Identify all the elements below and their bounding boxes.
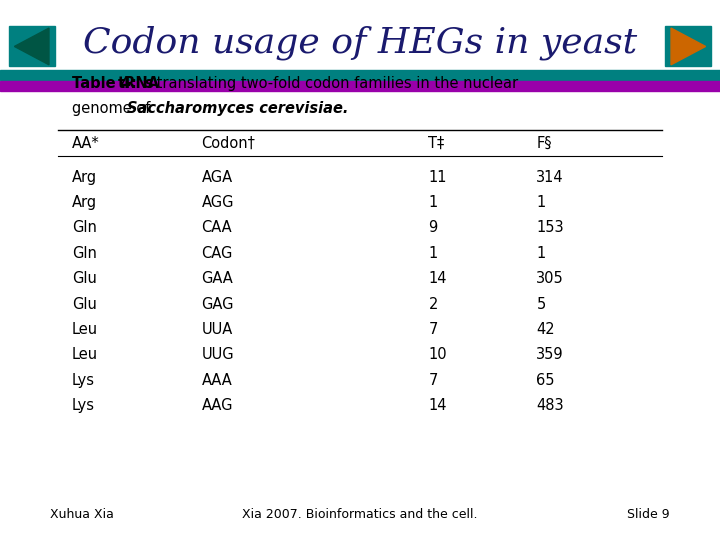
Text: Gln: Gln [72,246,97,261]
Text: Codon usage of HEGs in yeast: Codon usage of HEGs in yeast [83,26,637,60]
Text: Arg: Arg [72,170,97,185]
Text: Slide 9: Slide 9 [627,508,670,521]
Text: Xuhua Xia: Xuhua Xia [50,508,114,521]
Text: Glu: Glu [72,271,97,286]
Text: 153: 153 [536,220,564,235]
Text: AAA: AAA [202,373,233,388]
Text: 1: 1 [536,195,546,210]
Text: translating two-fold codon families in the nuclear: translating two-fold codon families in t… [152,76,518,91]
Text: 14: 14 [428,398,447,413]
Text: tRNA: tRNA [117,76,160,91]
Text: 483: 483 [536,398,564,413]
Text: Leu: Leu [72,347,98,362]
Text: T‡: T‡ [428,136,445,151]
Text: 7: 7 [428,373,438,388]
Text: Leu: Leu [72,322,98,337]
Text: 14: 14 [428,271,447,286]
Text: Gln: Gln [72,220,97,235]
Text: 2: 2 [428,296,438,312]
Text: 11: 11 [428,170,447,185]
Text: 1: 1 [536,246,546,261]
Text: Glu: Glu [72,296,97,312]
Text: CAG: CAG [202,246,233,261]
Text: UUG: UUG [202,347,234,362]
Text: AGA: AGA [202,170,233,185]
Text: 1: 1 [428,195,438,210]
Text: AA*: AA* [72,136,100,151]
Text: genome of: genome of [72,100,155,116]
Text: Saccharomyces cerevisiae.: Saccharomyces cerevisiae. [127,100,348,116]
Text: AAG: AAG [202,398,233,413]
Text: s: s [145,76,153,91]
Text: 314: 314 [536,170,564,185]
Text: Table 4:: Table 4: [72,76,142,91]
Text: 7: 7 [428,322,438,337]
Text: 9: 9 [428,220,438,235]
Text: AGG: AGG [202,195,234,210]
Text: GAG: GAG [202,296,234,312]
Text: Codon†: Codon† [202,136,256,151]
Text: 65: 65 [536,373,555,388]
Text: Xia 2007. Bioinformatics and the cell.: Xia 2007. Bioinformatics and the cell. [242,508,478,521]
Text: 305: 305 [536,271,564,286]
Text: 42: 42 [536,322,555,337]
Text: Lys: Lys [72,373,95,388]
Text: F§: F§ [536,136,552,151]
Text: 10: 10 [428,347,447,362]
Text: GAA: GAA [202,271,233,286]
Text: Lys: Lys [72,398,95,413]
Text: CAA: CAA [202,220,233,235]
Text: 1: 1 [428,246,438,261]
Text: Arg: Arg [72,195,97,210]
Text: 359: 359 [536,347,564,362]
Text: UUA: UUA [202,322,233,337]
Text: 5: 5 [536,296,546,312]
